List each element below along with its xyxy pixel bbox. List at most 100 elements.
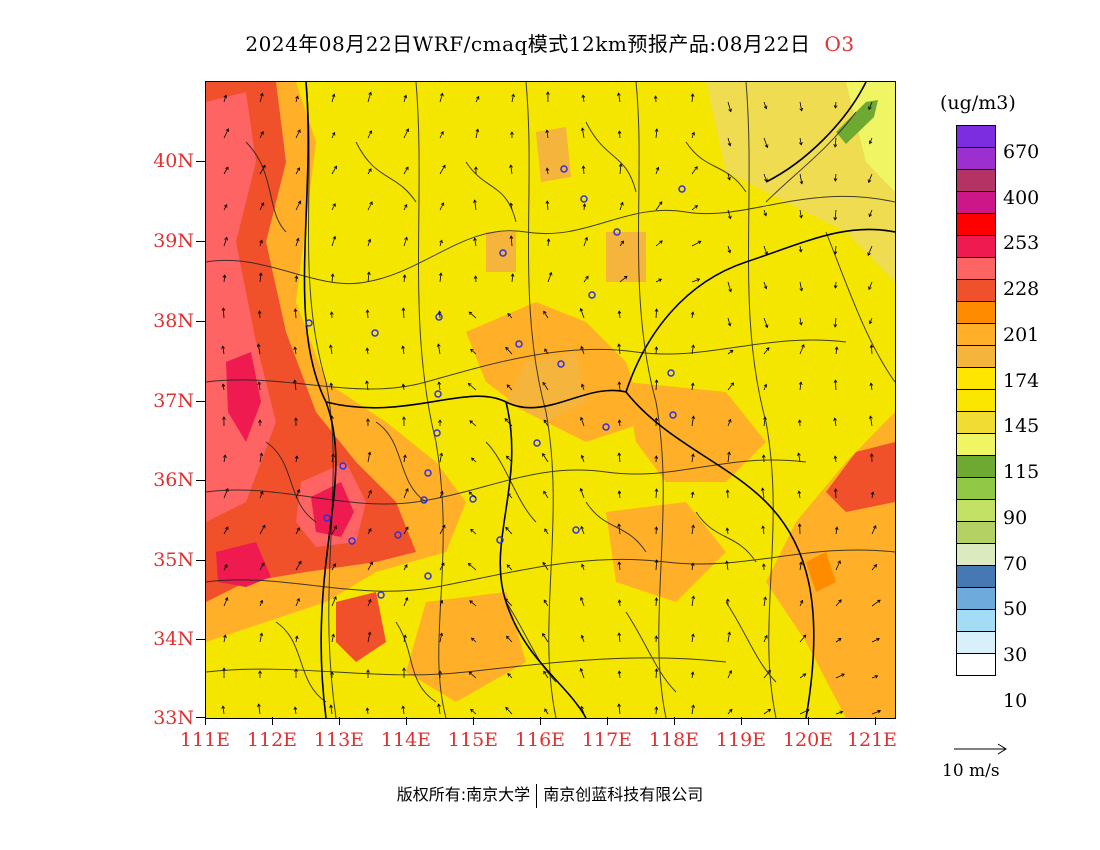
wind-arrow-head [505,706,509,711]
wind-arrow [295,96,299,103]
wind-arrow [505,347,513,355]
lon-tick [607,717,608,725]
wind-arrow-head [617,632,622,636]
wind-arrow-head [542,452,546,457]
wind-arrow [799,600,803,607]
lon-label: 113E [313,729,365,751]
wind-arrow [799,344,805,355]
wind-arrow-head [404,236,408,241]
wind-arrow [655,668,657,679]
wind-arrow-head [760,487,765,492]
wind-arrow-head [655,166,660,171]
lon-label: 117E [581,729,633,751]
wind-arrow [835,599,842,607]
wind-arrow-head [544,348,548,352]
wind-arrow [691,132,695,139]
wind-arrow-head [838,599,842,603]
wind-arrow-head [797,490,802,495]
wind-arrow-head [439,490,444,495]
wind-arrow [543,671,549,679]
reference-vector-label: 10 m/s [942,761,1000,781]
wind-arrow [763,670,771,679]
wind-arrow [619,130,621,139]
wind-arrow-head [727,451,731,455]
wind-arrow [402,307,405,319]
wind-arrow [763,317,768,328]
wind-arrow-head [833,488,838,492]
wind-arrow [544,708,549,715]
wind-arrow-head [437,381,442,385]
legend-label: 90 [1003,507,1028,529]
wind-arrow-head [367,238,372,243]
wind-arrow [331,236,336,247]
wind-arrow [799,101,803,111]
wind-arrow-head [658,278,662,282]
wind-arrow-head [368,168,372,172]
wind-arrow-head [833,324,838,328]
wind-arrow-head [542,561,546,566]
wind-arrow-head [654,308,659,312]
colorbar-swatch [956,521,996,544]
wind-arrow [583,237,588,247]
reference-vector-icon [954,743,1007,755]
wind-arrow [618,382,621,391]
wind-arrow-head [259,452,264,457]
wind-arrow [546,200,549,211]
wind-arrow-head [368,91,372,96]
wind-arrow [331,596,337,607]
wind-arrow-head [475,128,480,133]
wind-arrow-head [507,673,511,677]
wind-arrow-head [365,347,370,352]
wind-arrow [834,173,837,182]
wind-arrow [727,281,732,292]
wind-arrow [618,310,621,319]
colorbar-swatch [956,345,996,368]
wind-arrow-head [833,144,838,148]
lat-tick [196,480,205,481]
wind-arrow-head [729,349,734,354]
wind-arrow [726,561,729,571]
wind-arrow-head [691,131,695,136]
wind-arrow [223,455,226,463]
lon-label: 112E [246,729,298,751]
wind-arrow [474,238,477,247]
wind-arrow-head [834,526,839,531]
wind-arrow-head [767,708,772,713]
lat-tick [196,560,205,561]
wind-arrow-head [296,488,301,493]
wind-arrow [468,311,477,319]
wind-arrow [367,452,371,463]
wind-arrow-head [690,491,695,496]
wind-arrow-head [332,563,336,567]
wind-arrow [259,165,266,175]
wind-arrow [871,492,874,499]
wind-arrow-head [505,526,509,531]
wind-arrow [799,709,810,715]
wind-arrow-head [868,415,873,420]
wind-arrow-head [725,560,729,565]
wind-arrow [331,203,336,211]
wind-arrow-head [470,457,475,462]
wind-arrow-head [224,564,228,568]
wind-arrow-head [297,200,302,205]
wind-arrow [259,491,263,499]
wind-arrow-head [837,560,841,564]
wind-arrow-head [833,105,838,109]
wind-arrow [475,96,480,103]
wind-arrow [727,382,734,391]
wind-arrow [691,93,694,103]
wind-arrow-head [468,491,473,496]
colorbar-swatch [956,147,996,170]
wind-arrow-head [545,91,550,95]
wind-arrow [763,708,771,715]
wind-arrow-head [333,525,337,530]
wind-arrow-head [405,526,409,531]
wind-arrow [403,166,409,175]
wind-arrow-head [296,167,300,171]
colorbar-swatch [956,653,996,676]
legend-label: 115 [1003,461,1040,483]
wind-arrow-head [762,416,767,420]
wind-arrow [727,245,731,253]
wind-arrow [331,492,335,499]
wind-arrow-head [691,633,695,638]
